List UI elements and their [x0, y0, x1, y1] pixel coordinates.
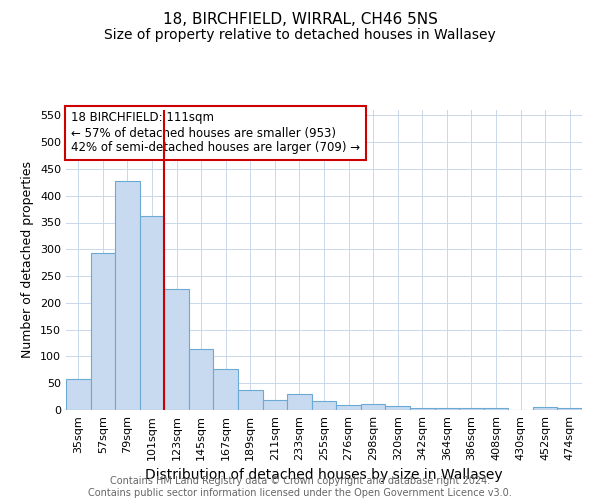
Y-axis label: Number of detached properties: Number of detached properties [22, 162, 34, 358]
Bar [238, 390, 263, 410]
Bar [484, 408, 508, 410]
Text: 18, BIRCHFIELD, WIRRAL, CH46 5NS: 18, BIRCHFIELD, WIRRAL, CH46 5NS [163, 12, 437, 28]
Text: Size of property relative to detached houses in Wallasey: Size of property relative to detached ho… [104, 28, 496, 42]
Bar [91, 253, 115, 410]
Bar [410, 408, 434, 410]
Bar [263, 400, 287, 410]
X-axis label: Distribution of detached houses by size in Wallasey: Distribution of detached houses by size … [145, 468, 503, 482]
Text: 18 BIRCHFIELD: 111sqm
← 57% of detached houses are smaller (953)
42% of semi-det: 18 BIRCHFIELD: 111sqm ← 57% of detached … [71, 112, 360, 154]
Bar [557, 408, 582, 410]
Bar [214, 369, 238, 410]
Bar [140, 216, 164, 410]
Bar [434, 408, 459, 410]
Bar [361, 404, 385, 410]
Bar [459, 408, 484, 410]
Bar [385, 406, 410, 410]
Bar [312, 402, 336, 410]
Text: Contains HM Land Registry data © Crown copyright and database right 2024.
Contai: Contains HM Land Registry data © Crown c… [88, 476, 512, 498]
Bar [66, 380, 91, 410]
Bar [287, 394, 312, 410]
Bar [164, 289, 189, 410]
Bar [336, 405, 361, 410]
Bar [533, 408, 557, 410]
Bar [115, 180, 140, 410]
Bar [189, 350, 214, 410]
